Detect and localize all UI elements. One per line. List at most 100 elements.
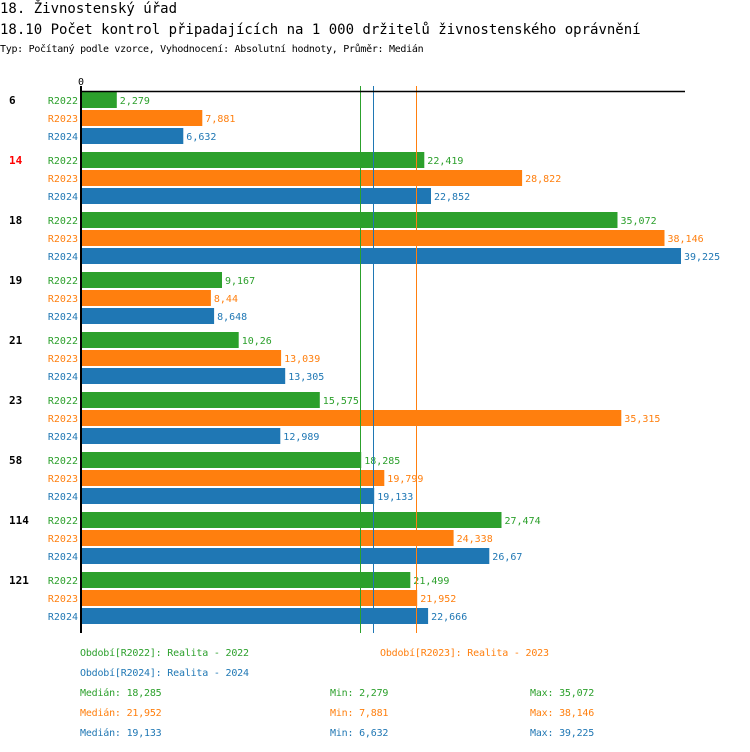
data-label: 26,67: [492, 552, 522, 563]
series-label: R2023: [48, 414, 78, 425]
series-label: R2023: [48, 294, 78, 305]
bar: [82, 212, 618, 228]
data-label: 6,632: [186, 132, 216, 143]
data-label: 10,26: [242, 336, 272, 347]
bar: [82, 332, 239, 348]
data-label: 24,338: [457, 534, 493, 545]
series-label: R2022: [48, 216, 78, 227]
series-label: R2023: [48, 234, 78, 245]
series-label: R2024: [48, 192, 78, 203]
legend-r2022: Období[R2022]: Realita - 2022: [80, 648, 249, 659]
series-label: R2024: [48, 312, 78, 323]
data-label: 7,881: [205, 114, 235, 125]
series-label: R2024: [48, 612, 78, 623]
stat-median-r2023: Medián: 21,952: [80, 708, 162, 719]
stat-median-r2022: Medián: 18,285: [80, 688, 162, 699]
stat-median-r2024: Medián: 19,133: [80, 728, 162, 739]
bar: [82, 350, 282, 366]
bar: [82, 92, 117, 108]
bar: [82, 470, 385, 486]
bar: [82, 548, 490, 564]
data-label: 22,852: [434, 192, 470, 203]
bar: [82, 572, 411, 588]
series-label: R2022: [48, 336, 78, 347]
series-label: R2022: [48, 96, 78, 107]
category-label: 58: [9, 454, 22, 467]
series-label: R2024: [48, 552, 78, 563]
stat-min-r2024: Min: 6,632: [330, 728, 389, 739]
stat-max-r2024: Max: 39,225: [530, 728, 595, 739]
series-label: R2024: [48, 372, 78, 383]
legend-r2023: Období[R2023]: Realita - 2023: [380, 648, 549, 659]
series-label: R2022: [48, 456, 78, 467]
bar: [82, 488, 375, 504]
data-label: 15,575: [323, 396, 359, 407]
data-label: 13,305: [288, 372, 324, 383]
bar: [82, 368, 286, 384]
series-label: R2022: [48, 516, 78, 527]
category-label: 121: [9, 574, 29, 587]
series-label: R2022: [48, 396, 78, 407]
series-label: R2024: [48, 432, 78, 443]
category-label: 21: [9, 334, 23, 347]
category-label: 23: [9, 394, 22, 407]
category-label: 19: [9, 274, 22, 287]
bar: [82, 308, 215, 324]
bar: [82, 152, 425, 168]
data-label: 18,285: [364, 456, 400, 467]
category-label: 114: [9, 514, 29, 527]
series-label: R2023: [48, 354, 78, 365]
chart-title: 18.10 Počet kontrol připadajících na 1 0…: [0, 22, 641, 38]
data-label: 35,315: [624, 414, 660, 425]
chart-subtitle: Typ: Počítaný podle vzorce, Vyhodnocení:…: [0, 44, 424, 55]
data-label: 28,822: [525, 174, 561, 185]
data-label: 19,799: [387, 474, 423, 485]
data-label: 13,039: [284, 354, 320, 365]
data-label: 21,499: [413, 576, 449, 587]
series-label: R2024: [48, 492, 78, 503]
legend-r2024: Období[R2024]: Realita - 2024: [80, 668, 249, 679]
series-label: R2022: [48, 276, 78, 287]
section-title: 18. Živnostenský úřad: [0, 1, 178, 17]
series-label: R2023: [48, 174, 78, 185]
data-label: 12,989: [283, 432, 319, 443]
bar: [82, 170, 523, 186]
data-label: 39,225: [684, 252, 720, 263]
data-label: 35,072: [621, 216, 657, 227]
bar: [82, 392, 320, 408]
series-label: R2024: [48, 132, 78, 143]
data-label: 8,648: [217, 312, 247, 323]
bar: [82, 452, 362, 468]
data-label: 27,474: [505, 516, 541, 527]
series-label: R2023: [48, 534, 78, 545]
bar: [82, 530, 454, 546]
data-label: 8,44: [214, 294, 238, 305]
bar: [82, 428, 281, 444]
bar: [82, 128, 184, 144]
bar: [82, 608, 429, 624]
bar: [82, 590, 418, 606]
data-label: 22,419: [427, 156, 463, 167]
series-label: R2022: [48, 156, 78, 167]
bar: [82, 188, 431, 204]
x-tick-label: 0: [78, 77, 84, 88]
series-label: R2023: [48, 114, 78, 125]
stat-max-r2023: Max: 38,146: [530, 708, 595, 719]
category-label: 6: [9, 94, 16, 107]
bar: [82, 512, 502, 528]
stat-min-r2022: Min: 2,279: [330, 688, 389, 699]
stat-max-r2022: Max: 35,072: [530, 688, 595, 699]
bar: [82, 410, 622, 426]
category-label: 14: [9, 154, 23, 167]
data-label: 38,146: [668, 234, 704, 245]
data-label: 22,666: [431, 612, 467, 623]
stat-min-r2023: Min: 7,881: [330, 708, 389, 719]
bar: [82, 290, 211, 306]
data-label: 21,952: [420, 594, 456, 605]
series-label: R2023: [48, 594, 78, 605]
bar: [82, 248, 681, 264]
bar: [82, 272, 222, 288]
category-label: 18: [9, 214, 22, 227]
series-label: R2023: [48, 474, 78, 485]
